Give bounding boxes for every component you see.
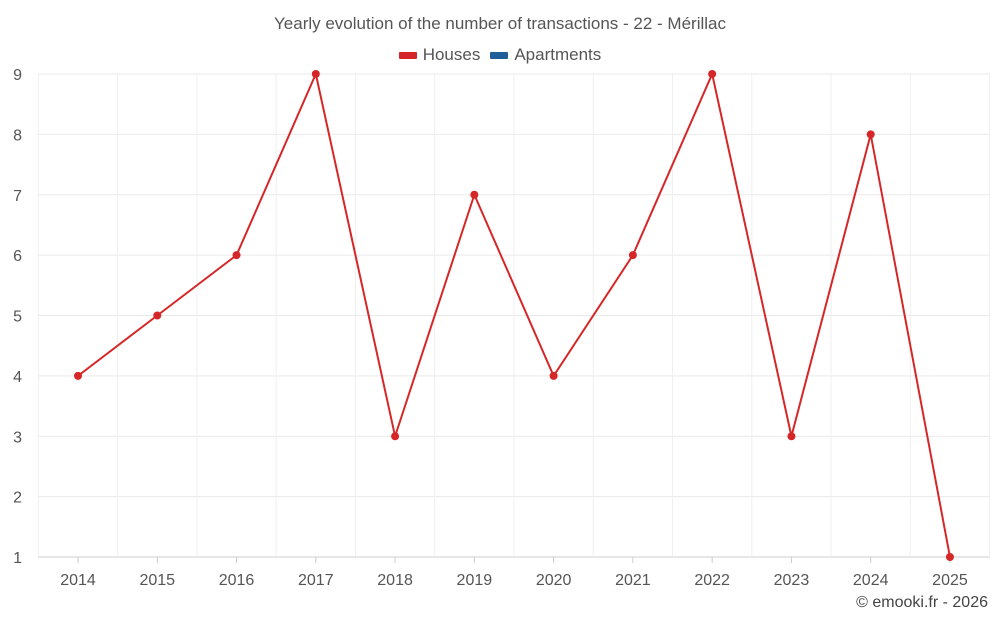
y-tick-label-4: 4 — [13, 369, 22, 386]
x-tick-label-2017: 2017 — [298, 572, 334, 589]
data-point-houses-2019 — [470, 190, 479, 199]
data-point-houses-2016 — [232, 251, 241, 260]
data-point-houses-2025 — [945, 553, 954, 561]
data-point-houses-2021 — [628, 251, 637, 260]
legend-item-houses[interactable]: Houses — [398, 45, 481, 65]
x-tick-label-2018: 2018 — [377, 572, 413, 589]
legend: Houses Apartments — [0, 45, 1000, 65]
y-tick-label-7: 7 — [13, 188, 22, 205]
legend-item-apartments[interactable]: Apartments — [490, 45, 601, 65]
chart-title: Yearly evolution of the number of transa… — [274, 14, 726, 33]
data-point-houses-2017 — [311, 70, 320, 78]
legend-label-houses: Houses — [422, 45, 481, 64]
series-line-houses — [77, 70, 951, 558]
legend-label-apartments: Apartments — [514, 45, 602, 64]
y-tick-label-6: 6 — [13, 248, 22, 265]
x-tick-label-2021: 2021 — [615, 572, 651, 589]
legend-swatch-houses — [398, 51, 417, 59]
x-tick-label-2014: 2014 — [60, 572, 96, 589]
x-tick-label-2019: 2019 — [457, 572, 493, 589]
x-tick-label-2015: 2015 — [139, 572, 175, 589]
y-tick-label-5: 5 — [13, 309, 22, 326]
data-point-houses-2020 — [549, 371, 558, 380]
data-point-houses-2023 — [787, 432, 796, 441]
legend-swatch-apartments — [490, 51, 509, 59]
data-point-houses-2024 — [866, 130, 875, 139]
y-tick-label-3: 3 — [13, 429, 22, 446]
data-point-houses-2022 — [708, 70, 717, 78]
x-tick-label-2024: 2024 — [853, 572, 889, 589]
x-tick-label-2022: 2022 — [694, 572, 730, 589]
y-tick-label-8: 8 — [13, 127, 22, 144]
data-point-houses-2018 — [391, 432, 400, 441]
x-tick-label-2023: 2023 — [774, 572, 810, 589]
y-tick-label-2: 2 — [13, 490, 22, 507]
data-point-houses-2014 — [74, 371, 82, 380]
y-tick-label-9: 9 — [13, 67, 22, 84]
x-tick-label-2025: 2025 — [932, 572, 968, 589]
y-tick-label-1: 1 — [13, 550, 22, 567]
x-tick-label-2020: 2020 — [536, 572, 572, 589]
credit-text: © emooki.fr - 2026 — [856, 594, 988, 611]
data-point-houses-2015 — [153, 311, 162, 320]
x-tick-label-2016: 2016 — [219, 572, 255, 589]
